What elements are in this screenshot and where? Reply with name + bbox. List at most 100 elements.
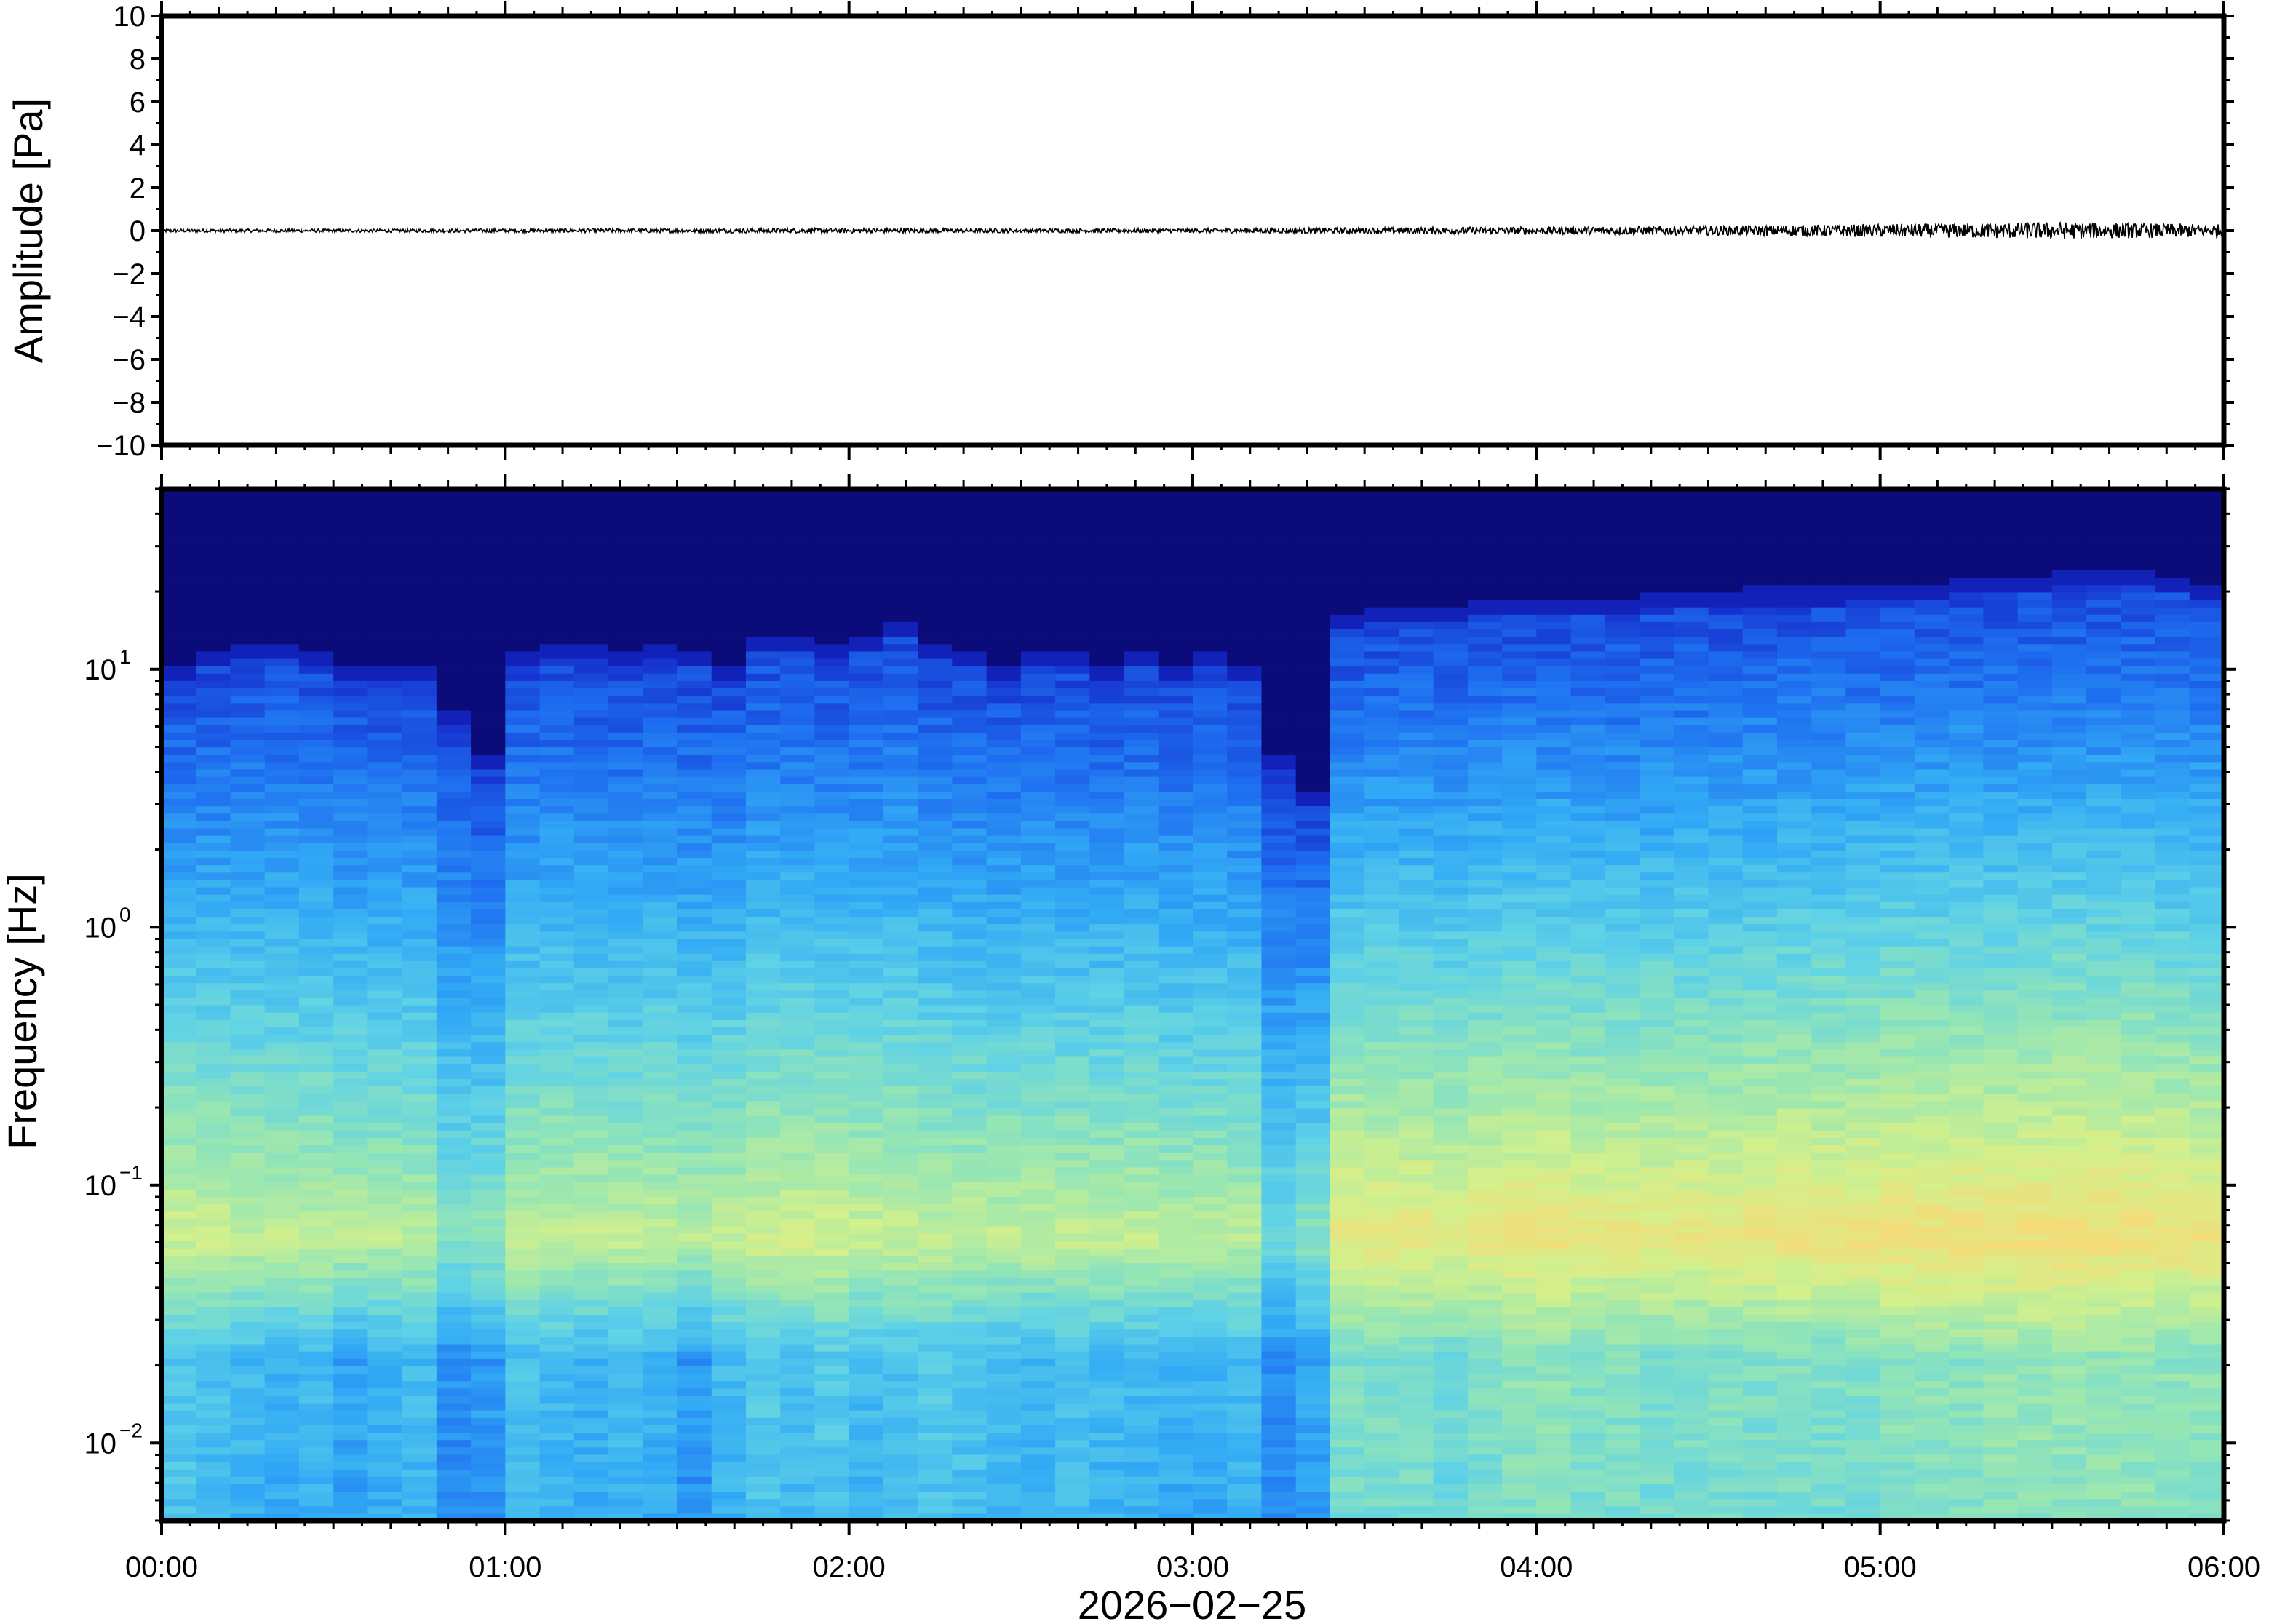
- spectrogram-cell: [230, 1439, 266, 1448]
- spectrogram-cell: [471, 658, 506, 666]
- spectrogram-cell: [883, 1041, 918, 1050]
- spectrogram-cell: [402, 1255, 437, 1264]
- spectrogram-cell: [402, 813, 437, 821]
- spectrogram-cell: [367, 886, 403, 895]
- spectrogram-cell: [952, 872, 988, 880]
- spectrogram-cell: [264, 643, 300, 652]
- spectrogram-cell: [1158, 709, 1193, 718]
- spectrogram-cell: [333, 1410, 368, 1418]
- spectrogram-cell: [883, 968, 918, 976]
- spectrogram-cell: [230, 805, 266, 814]
- spectrogram-cell: [367, 1307, 403, 1315]
- spectrogram-cell: [471, 584, 506, 593]
- spectrogram-cell: [745, 702, 781, 711]
- spectrogram-cell: [298, 540, 334, 549]
- spectrogram-cell: [1124, 1248, 1159, 1256]
- spectrogram-cell: [849, 1218, 884, 1227]
- spectrogram-cell: [1261, 1145, 1297, 1153]
- spectrogram-cell: [643, 1130, 678, 1138]
- spectrogram-cell: [883, 805, 918, 814]
- spectrogram-cell: [196, 805, 231, 814]
- spectrogram-cell: [918, 872, 953, 880]
- spectrogram-cell: [918, 1425, 953, 1433]
- spectrogram-cell: [162, 732, 196, 740]
- spectrogram-cell: [883, 1454, 918, 1462]
- spectrogram-cell: [471, 562, 506, 571]
- spectrogram-cell: [1227, 1351, 1263, 1359]
- spectrogram-cell: [367, 503, 403, 512]
- spectrogram-cell: [471, 879, 506, 888]
- spectrogram-cell: [333, 702, 368, 711]
- spectrogram-cell: [952, 997, 988, 1006]
- spectrogram-cell: [677, 1284, 712, 1293]
- spectrogram-cell: [162, 1107, 196, 1116]
- spectrogram-cell: [1055, 1123, 1090, 1131]
- spectrogram-cell: [745, 975, 781, 984]
- spectrogram-cell: [1055, 607, 1090, 615]
- spectrogram-cell: [298, 584, 334, 593]
- spectrogram-cell: [711, 835, 747, 843]
- spectrogram-cell: [711, 1373, 747, 1382]
- spectrogram-cell: [573, 791, 609, 799]
- spectrogram-cell: [471, 1454, 506, 1462]
- spectrogram-cell: [436, 702, 472, 711]
- spectrogram-cell: [1227, 1277, 1263, 1286]
- spectrogram-cell: [367, 1115, 403, 1123]
- spectrogram-cell: [298, 1491, 334, 1500]
- spectrogram-cell: [1227, 776, 1263, 784]
- spectrogram-cell: [1124, 1203, 1159, 1212]
- spectrogram-cell: [298, 717, 334, 725]
- spectrogram-cell: [986, 584, 1022, 593]
- spectrogram-cell: [333, 886, 368, 895]
- spectrogram-cell: [643, 1366, 678, 1374]
- spectrogram-cell: [1020, 1299, 1056, 1307]
- spectrogram-cell: [1124, 548, 1159, 556]
- spectrogram-cell: [471, 1034, 506, 1043]
- spectrogram-cell: [883, 945, 918, 954]
- spectrogram-cell: [986, 540, 1022, 549]
- spectrogram-cell: [1020, 1218, 1056, 1227]
- spectrogram-cell: [814, 673, 850, 681]
- spectrogram-cell: [471, 953, 506, 961]
- spectrogram-cell: [333, 1027, 368, 1035]
- spectrogram-cell: [1261, 791, 1297, 799]
- spectrogram-cell: [539, 1218, 575, 1227]
- spectrogram-cell: [264, 1218, 300, 1227]
- spectrogram-cell: [402, 533, 437, 541]
- spectrogram-cell: [264, 1314, 300, 1323]
- spectrogram-cell: [986, 680, 1022, 689]
- spectrogram-cell: [986, 931, 1022, 939]
- spectrogram-cell: [505, 1078, 541, 1087]
- spectrogram-cell: [1055, 1137, 1090, 1146]
- spectrogram-cell: [1124, 909, 1159, 918]
- spectrogram-cell: [1020, 717, 1056, 725]
- spectrogram-cell: [1020, 1027, 1056, 1035]
- spectrogram-cell: [608, 607, 643, 615]
- spectrogram-cell: [162, 695, 196, 704]
- spectrogram-cell: [1158, 1314, 1193, 1323]
- spectrogram-cell: [745, 511, 781, 520]
- spectrogram-cell: [1055, 717, 1090, 725]
- spectrogram-cell: [814, 1166, 850, 1175]
- spectrogram-cell: [196, 503, 231, 512]
- spectrogram-cell: [264, 820, 300, 829]
- spectrogram-cell: [814, 621, 850, 630]
- spectrogram-cell: [1158, 1174, 1193, 1182]
- spectrogram-cell: [402, 1343, 437, 1352]
- spectrogram-cell: [849, 614, 884, 622]
- spectrogram-cell: [367, 688, 403, 696]
- spectrogram-cell: [745, 725, 781, 733]
- spectrogram-cell: [573, 636, 609, 645]
- spectrogram-cell: [230, 1248, 266, 1256]
- spectrogram-cell: [230, 1366, 266, 1374]
- spectrogram-cell: [711, 548, 747, 556]
- spectrogram-cell: [1227, 503, 1263, 512]
- spectrogram-cell: [986, 923, 1022, 932]
- spectrogram-cell: [539, 666, 575, 674]
- spectrogram-cell: [573, 975, 609, 984]
- spectrogram-cell: [402, 1211, 437, 1219]
- spectrogram-cell: [1158, 923, 1193, 932]
- spectrogram-cell: [436, 982, 472, 991]
- spectrogram-cell: [471, 968, 506, 976]
- spectrogram-cell: [436, 503, 472, 512]
